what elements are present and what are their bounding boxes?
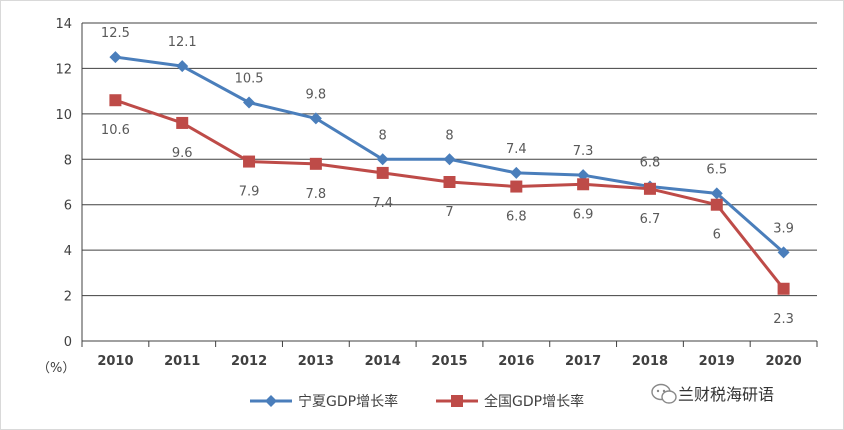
x-tick-label: 2013: [298, 354, 334, 369]
gridlines: [82, 22, 817, 297]
axes: [81, 23, 818, 347]
y-tick-label: 12: [55, 62, 72, 77]
data-point-diamond: [376, 153, 389, 166]
data-point-square: [577, 178, 590, 191]
x-tick-label: 2018: [632, 354, 668, 369]
legend-marker-diamond: [265, 395, 277, 407]
data-point-diamond: [577, 169, 590, 182]
data-point-diamond: [109, 51, 122, 64]
x-tick-label: 2014: [365, 354, 401, 369]
data-label: 7.9: [239, 185, 260, 200]
data-label: 2.3: [773, 312, 794, 327]
data-label: 6.8: [640, 156, 661, 171]
data-label: 12.5: [101, 26, 130, 41]
y-tick-label: 8: [64, 153, 72, 168]
y-tick-label: 14: [55, 17, 72, 32]
x-tick-label: 2010: [97, 354, 133, 369]
y-tick-label: 6: [64, 199, 72, 214]
legend-marker-square: [451, 395, 463, 407]
legend-label: 全国GDP增长率: [484, 393, 584, 410]
x-tick-label: 2016: [498, 354, 534, 369]
data-point-diamond: [777, 246, 790, 259]
data-point-diamond: [309, 112, 322, 125]
data-label: 9.8: [306, 87, 327, 102]
legend-label: 宁夏GDP增长率: [298, 393, 398, 410]
y-tick-labels: 0 2 4 6 8 10 12 14: [55, 17, 72, 350]
data-point-diamond: [510, 166, 523, 179]
y-tick-label: 4: [64, 244, 72, 259]
data-label: 6.5: [706, 162, 727, 177]
data-point-diamond: [243, 96, 256, 109]
data-point-square: [309, 157, 322, 170]
data-label: 7: [445, 205, 453, 220]
data-label: 7.4: [506, 142, 527, 157]
data-point-square: [710, 198, 723, 211]
data-label: 7.4: [372, 196, 393, 211]
data-point-square: [777, 282, 790, 295]
data-point-square: [510, 180, 523, 193]
y-axis-unit-label: （%）: [37, 361, 75, 376]
data-labels: 12.5 12.1 10.5 9.8 8 8 7.4 7.3 6.8 6.5 3.9 10.6 9.6 7…: [101, 26, 794, 327]
x-tick-label: 2019: [699, 354, 735, 369]
x-tick-labels: 2010 2011 2012 2013 2014 2015 2016 2017 2018 2019…: [97, 354, 801, 369]
y-tick-label: 0: [64, 335, 72, 350]
x-tick-label: 2012: [231, 354, 267, 369]
data-point-diamond: [710, 187, 723, 200]
data-label: 9.6: [172, 146, 193, 161]
data-label: 3.9: [773, 221, 794, 236]
wechat-icon: [651, 383, 677, 404]
data-point-square: [376, 166, 389, 179]
data-label: 7.8: [306, 187, 327, 202]
y-tick-label: 2: [64, 290, 72, 305]
x-tick-label: 2017: [565, 354, 601, 369]
data-label: 8: [379, 128, 387, 143]
series-lines: [114, 55, 785, 290]
data-point-square: [243, 155, 256, 168]
data-point-square: [176, 116, 189, 129]
y-tick-label: 10: [55, 108, 72, 123]
data-label: 6.8: [506, 210, 527, 225]
data-label: 10.5: [235, 72, 264, 87]
watermark: 兰财税海研语: [651, 383, 774, 404]
data-label: 6.9: [573, 207, 594, 222]
data-point-square: [643, 182, 656, 195]
data-point-square: [109, 94, 122, 107]
data-label: 6.7: [640, 212, 661, 227]
data-point-diamond: [176, 60, 189, 73]
data-point-square: [443, 176, 456, 188]
series-markers: [109, 51, 790, 295]
legend: 宁夏GDP增长率 全国GDP增长率: [250, 393, 584, 410]
data-point-diamond: [443, 153, 456, 166]
x-tick-label: 2015: [431, 354, 467, 369]
x-tick-label: 2020: [765, 354, 801, 369]
data-label: 12.1: [168, 35, 197, 50]
data-label: 6: [713, 228, 721, 243]
x-tick-label: 2011: [164, 354, 200, 369]
data-label: 7.3: [573, 144, 594, 159]
data-label: 8: [445, 128, 453, 143]
watermark-text: 兰财税海研语: [678, 385, 774, 404]
data-label: 10.6: [101, 123, 130, 138]
